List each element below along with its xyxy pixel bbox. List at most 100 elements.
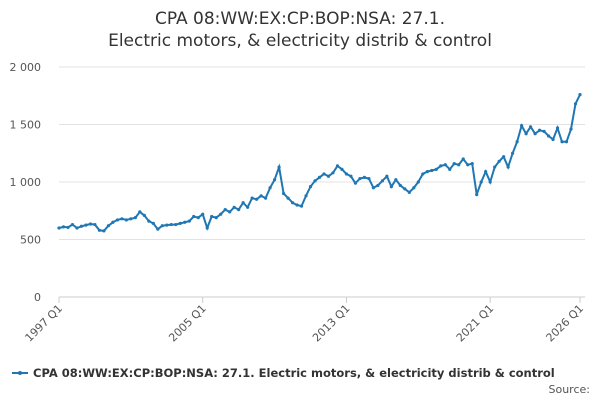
point [241,201,245,205]
line [58,94,581,232]
point [502,155,506,159]
point [416,180,420,184]
point [484,170,488,174]
point [205,226,209,230]
point [475,193,479,197]
point [326,174,331,178]
point [169,222,173,227]
point [407,190,411,194]
point [367,176,371,181]
point [448,167,452,171]
point [106,224,111,228]
point [124,218,128,222]
point [506,165,510,169]
point [425,170,429,174]
point [439,164,443,168]
point [142,213,146,217]
point [93,222,97,227]
source: Source: [549,383,591,396]
legend-label: CPA 08:WW:EX:CP:BOP:NSA: 27.1. Electric … [33,366,555,380]
point [295,203,299,207]
point [228,210,232,214]
point [470,162,474,166]
point [434,167,438,171]
point [75,226,79,230]
point [102,229,106,233]
y-tick-label: 1 500 [10,119,42,132]
point [178,221,182,225]
x-tick-label: 2013 Q1 [310,302,353,345]
x-tick-label: 2005 Q1 [166,302,209,345]
point [380,179,384,183]
point [389,185,393,189]
point [129,217,133,221]
point [412,186,416,190]
point [394,178,398,182]
point [115,218,119,222]
point [70,222,75,227]
point [542,129,546,133]
point [344,172,349,176]
point [421,172,425,176]
point [79,224,84,228]
point [66,225,70,230]
point [578,93,582,97]
point [371,186,375,190]
point [385,174,389,178]
point [196,216,200,220]
point [210,214,214,219]
point [223,208,227,212]
point [286,196,290,200]
point [358,176,362,181]
point [461,157,465,161]
point [147,219,151,223]
x-tick-label: 2021 Q1 [454,302,497,345]
point [362,175,367,179]
x-tick-label: 1997 Q1 [23,302,66,345]
point [84,223,88,227]
point [353,181,358,185]
point [308,185,313,189]
point [201,212,205,216]
point [515,140,519,144]
point [479,180,483,184]
point [497,159,501,163]
point [403,187,407,191]
point [97,228,102,232]
point [259,194,263,198]
point [443,163,447,167]
point [317,175,322,179]
point [560,140,564,144]
point [322,172,326,176]
point [246,205,250,209]
point [165,223,169,227]
point [111,220,115,224]
point [304,194,308,198]
point [138,210,142,214]
point [255,197,259,201]
point [564,140,569,144]
point [376,183,380,188]
point [569,127,573,131]
point [430,168,434,173]
point [160,224,164,228]
point [493,165,497,169]
point [272,178,277,182]
point [398,183,402,188]
point [219,212,223,216]
point [237,208,241,212]
point [156,227,160,231]
point [281,191,286,196]
point [555,126,560,130]
point [61,225,66,229]
point [349,174,353,178]
y-tick-label: 1 000 [10,176,42,189]
point [187,219,191,223]
y-tick-label: 0 [34,291,41,304]
point [331,171,335,175]
point [551,137,555,142]
point [452,162,456,166]
point [174,222,178,227]
point [524,132,528,136]
